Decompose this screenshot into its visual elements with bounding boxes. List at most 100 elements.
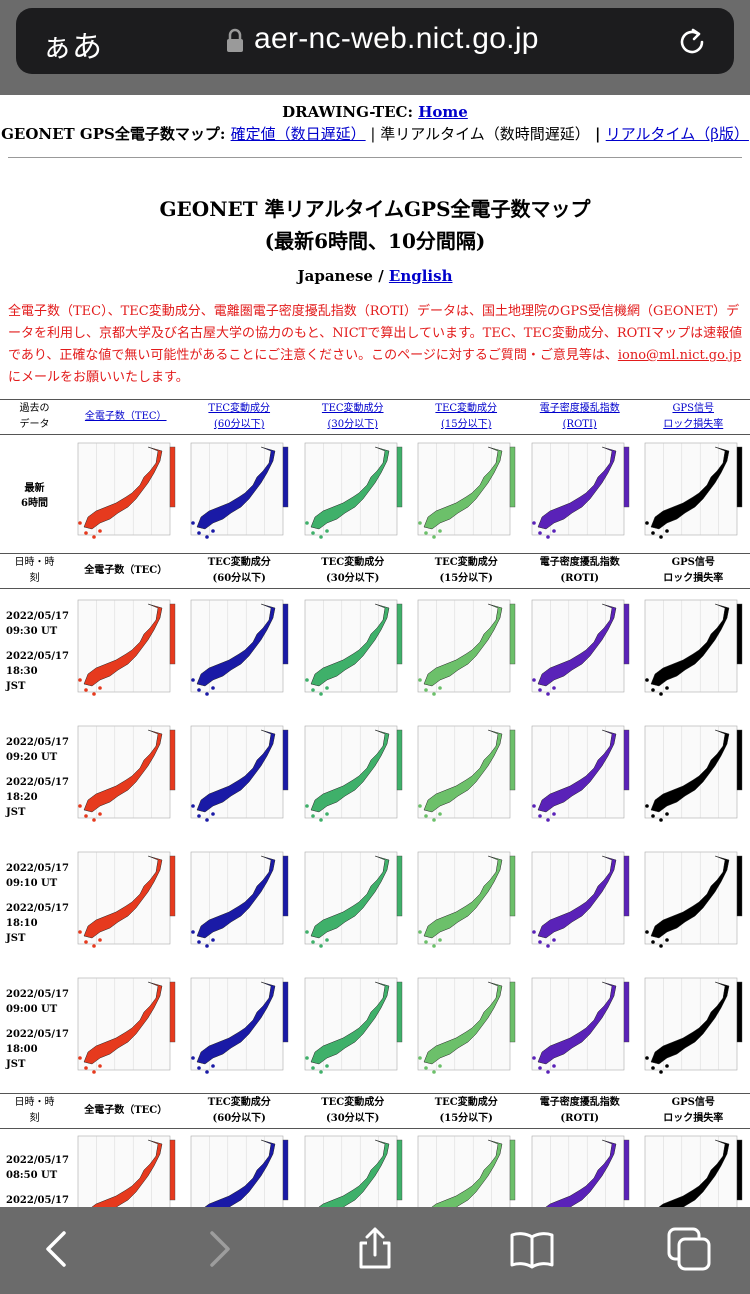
tec60-map[interactable]	[183, 720, 295, 832]
url-text[interactable]: aer-nc-web.nict.go.jp	[254, 22, 539, 55]
column-link-line[interactable]: TEC変動成分	[321, 403, 384, 414]
japan-shape	[423, 604, 503, 687]
island	[324, 938, 329, 942]
back-icon[interactable]	[36, 1227, 80, 1271]
island	[432, 534, 437, 539]
colorbar	[737, 1139, 743, 1201]
share-icon[interactable]	[353, 1227, 397, 1271]
column-link-line[interactable]: (ROTI)	[562, 419, 597, 430]
map-cell	[182, 715, 296, 841]
past-data-label-line: 過去の	[19, 403, 50, 414]
island	[211, 686, 216, 691]
column-link[interactable]: 全電子数（TEC）	[69, 409, 183, 425]
tec15-map[interactable]	[410, 594, 522, 706]
realtime-beta-link[interactable]: リアルタイム（β版）	[605, 125, 749, 143]
spacer	[6, 1017, 69, 1027]
roti-map[interactable]	[524, 594, 636, 706]
island	[424, 1066, 429, 1070]
ut-date: 2022/05/17	[6, 1154, 69, 1166]
tec15-map[interactable]	[410, 846, 522, 958]
map-cell	[523, 715, 637, 841]
column-link-line[interactable]: TEC変動成分	[208, 403, 271, 414]
tec30-map[interactable]	[297, 1130, 409, 1207]
column-header-line: TEC変動成分	[434, 1096, 498, 1108]
forward-icon[interactable]	[198, 1227, 242, 1271]
tec-map[interactable]	[70, 594, 182, 706]
tec15-map[interactable]	[410, 437, 522, 549]
japan-shape	[423, 981, 503, 1065]
column-link[interactable]: 電子密度擾乱指数 (ROTI)	[523, 401, 637, 433]
tec15-map[interactable]	[410, 1130, 522, 1207]
reload-icon[interactable]	[674, 24, 710, 60]
tec60-map[interactable]	[183, 594, 295, 706]
tec-map[interactable]	[70, 437, 182, 549]
tec-map[interactable]	[70, 1130, 182, 1207]
tec-map[interactable]	[70, 972, 182, 1084]
tec60-map[interactable]	[183, 1130, 295, 1207]
column-link[interactable]: TEC変動成分 (15分以下)	[409, 401, 523, 433]
map-cell	[636, 588, 750, 715]
reader-settings-button[interactable]: ぁあ	[42, 30, 102, 65]
roti-map[interactable]	[524, 972, 636, 1084]
tec60-map[interactable]	[183, 972, 295, 1084]
island	[424, 688, 429, 693]
island	[197, 1066, 202, 1070]
island	[83, 688, 88, 693]
column-link[interactable]: GPS信号ロック損失率	[636, 401, 750, 433]
island	[551, 528, 556, 533]
lol-map[interactable]	[637, 720, 749, 832]
lol-map[interactable]	[637, 594, 749, 706]
map-cell	[295, 588, 410, 715]
lol-map[interactable]	[637, 437, 749, 549]
column-link[interactable]: TEC変動成分 (60分以下)	[182, 401, 296, 433]
island	[531, 930, 536, 934]
column-link-line[interactable]: (30分以下)	[327, 419, 378, 430]
tec30-map[interactable]	[297, 594, 409, 706]
tec-map[interactable]	[70, 720, 182, 832]
island	[537, 688, 542, 693]
column-link-line[interactable]: (15分以下)	[440, 419, 492, 430]
island	[438, 686, 443, 691]
roti-map[interactable]	[524, 846, 636, 958]
address-bar[interactable]: ぁあ aer-nc-web.nict.go.jp	[16, 8, 734, 74]
roti-map[interactable]	[524, 437, 636, 549]
tec30-map[interactable]	[297, 972, 409, 1084]
lol-map[interactable]	[637, 972, 749, 1084]
tec30-map[interactable]	[297, 720, 409, 832]
column-link-line[interactable]: 電子密度擾乱指数	[539, 403, 620, 414]
column-link-line[interactable]: TEC変動成分	[435, 403, 498, 414]
email-link[interactable]: iono@ml.nict.go.jp	[617, 348, 742, 363]
column-link-line[interactable]: GPS信号	[672, 403, 715, 414]
column-link-line[interactable]: (60分以下)	[213, 419, 265, 430]
roti-map[interactable]	[524, 1130, 636, 1207]
column-link-line[interactable]: ロック損失率	[663, 419, 724, 430]
roti-map[interactable]	[524, 720, 636, 832]
lol-map[interactable]	[637, 1130, 749, 1207]
tec60-map[interactable]	[183, 846, 295, 958]
tec60-map[interactable]	[183, 437, 295, 549]
column-header-line: (15分以下)	[439, 573, 493, 584]
lol-map[interactable]	[637, 846, 749, 958]
column-header-line: 全電子数（TEC）	[84, 565, 168, 576]
island	[651, 1066, 656, 1070]
time-row: 2022/05/17 09:00 UT 2022/05/17 18:00 JST	[0, 967, 750, 1094]
island	[211, 938, 216, 942]
column-link[interactable]: TEC変動成分 (30分以下)	[296, 401, 410, 433]
tec15-map[interactable]	[410, 972, 522, 1084]
tec30-map[interactable]	[297, 846, 409, 958]
tabs-icon[interactable]	[667, 1227, 711, 1271]
island	[324, 812, 329, 816]
tec15-map[interactable]	[410, 720, 522, 832]
tec30-map[interactable]	[297, 437, 409, 549]
home-link[interactable]: Home	[418, 103, 468, 121]
bookmarks-icon[interactable]	[510, 1227, 554, 1271]
column-link-line[interactable]: 全電子数（TEC）	[84, 411, 167, 422]
japan-shape	[204, 1139, 276, 1207]
english-link[interactable]: English	[388, 267, 453, 285]
island	[537, 940, 542, 944]
separator: |	[365, 125, 381, 143]
map-cell	[409, 715, 523, 841]
confirmed-link[interactable]: 確定値（数日遅延）	[230, 125, 366, 143]
japan-shape	[537, 981, 617, 1065]
tec-map[interactable]	[70, 846, 182, 958]
